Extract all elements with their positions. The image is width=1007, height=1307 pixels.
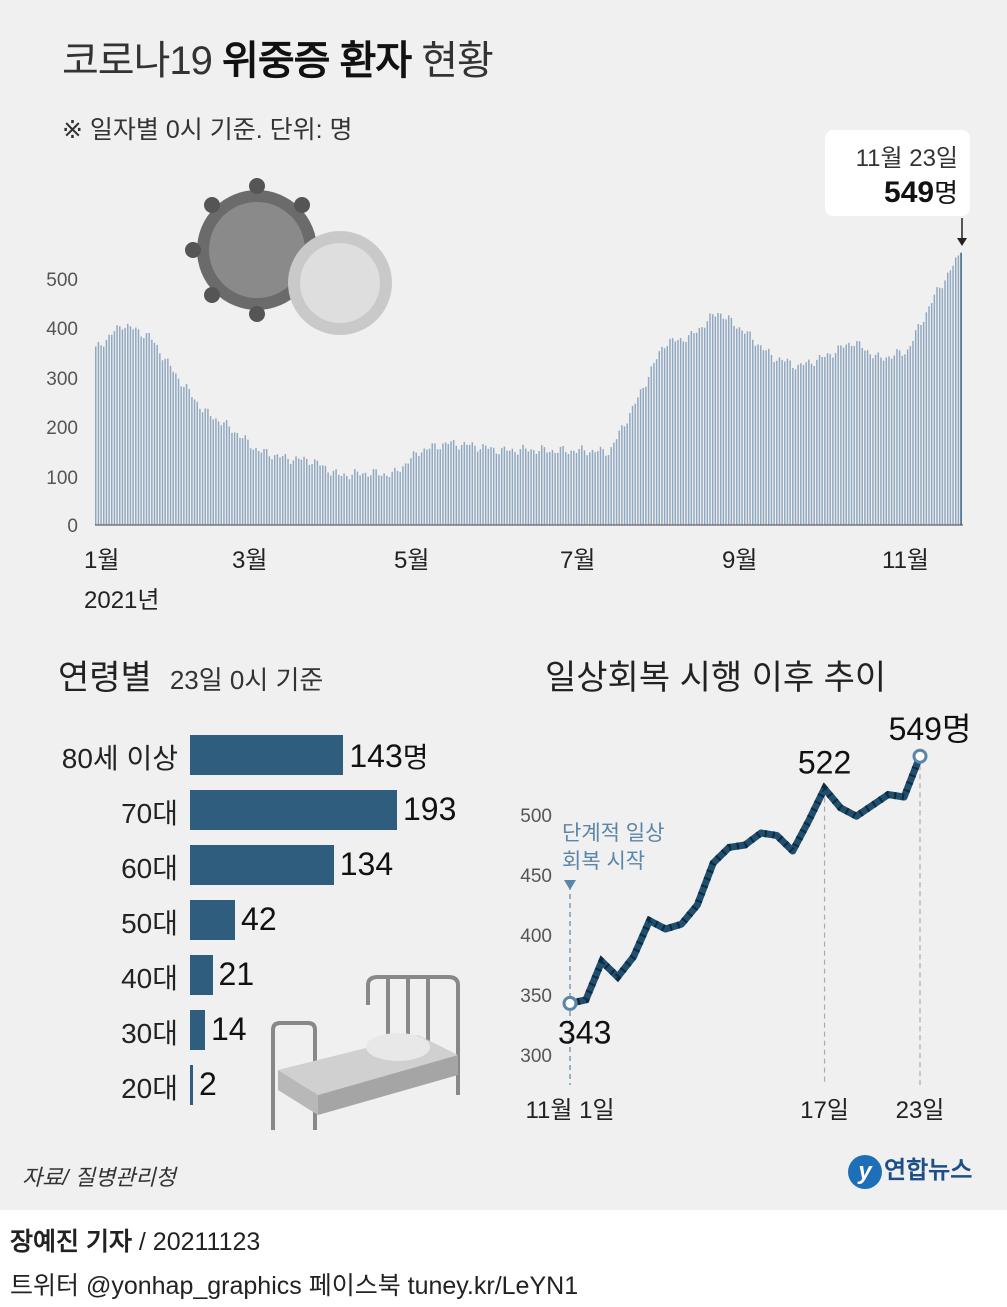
svg-text:11월 1일: 11월 1일 [525, 1097, 614, 1124]
svg-text:300: 300 [520, 1046, 552, 1067]
trend-line-chart: 300 350 400 450 500 단계적 일상회복 시작 343 522 549명 11월 … [520, 711, 972, 1124]
age-label: 20대 [121, 1073, 178, 1104]
age-bar [190, 1065, 193, 1105]
age-bar-value: 134 [339, 846, 394, 882]
hospital-bed-icon [271, 975, 460, 1130]
age-bar [190, 955, 213, 995]
arrow-down-icon [957, 218, 967, 246]
age-label: 70대 [121, 798, 178, 829]
svg-text:단계적 일상: 단계적 일상 [562, 822, 664, 845]
age-label: 40대 [121, 963, 178, 994]
page-subtitle: ※ 일자별 0시 기준. 단위: 명 [62, 116, 353, 144]
latest-value-callout: 11월 23일 549명 [825, 130, 970, 216]
age-bar [190, 900, 236, 940]
age-bar-value: 2 [199, 1066, 217, 1102]
svg-text:회복 시작: 회복 시작 [562, 850, 645, 873]
source-text: 자료/ 질병관리청 [22, 1165, 176, 1190]
svg-text:17일: 17일 [800, 1097, 849, 1124]
age-label: 30대 [121, 1018, 178, 1049]
svg-text:549명: 549명 [889, 711, 972, 747]
svg-text:522: 522 [798, 745, 851, 781]
byline: 장예진 기자 / 20211123 [10, 1228, 261, 1256]
page-title: 코로나19 위중증 환자 현황 [62, 39, 494, 83]
social-links: 트위터 @yonhap_graphics 페이스북 tuney.kr/LeYN1 [10, 1272, 579, 1300]
svg-text:450: 450 [520, 866, 552, 887]
age-bar [190, 735, 344, 775]
svg-text:500: 500 [520, 806, 552, 827]
trend-section-title: 일상회복 시행 이후 추이 [545, 659, 887, 697]
virus-icon [185, 178, 392, 335]
age-bar-value: 14 [211, 1011, 247, 1047]
svg-text:343: 343 [558, 1014, 611, 1050]
svg-text:350: 350 [520, 986, 552, 1007]
age-label: 60대 [121, 853, 178, 884]
yonhap-logo: y 연합뉴스 [848, 1150, 972, 1189]
age-bar [190, 1010, 205, 1050]
svg-text:400: 400 [520, 926, 552, 947]
callout-value: 549명 [884, 176, 958, 209]
age-section-title: 연령별 23일 0시 기준 [58, 659, 324, 697]
age-label: 80세 이상 [61, 743, 178, 774]
age-bar-value: 21 [218, 956, 255, 992]
callout-date: 11월 23일 [855, 145, 958, 172]
year-label: 2021년 [84, 587, 160, 614]
age-bar [190, 845, 334, 885]
daily-bar-chart [95, 252, 963, 526]
age-bar-value: 143명 [349, 738, 429, 774]
logo-icon: y [848, 1154, 882, 1189]
age-bar [190, 790, 397, 830]
age-bar-value: 42 [241, 901, 277, 937]
age-bar-value: 193 [403, 791, 457, 827]
svg-text:23일: 23일 [896, 1097, 945, 1124]
age-label: 50대 [121, 908, 178, 939]
